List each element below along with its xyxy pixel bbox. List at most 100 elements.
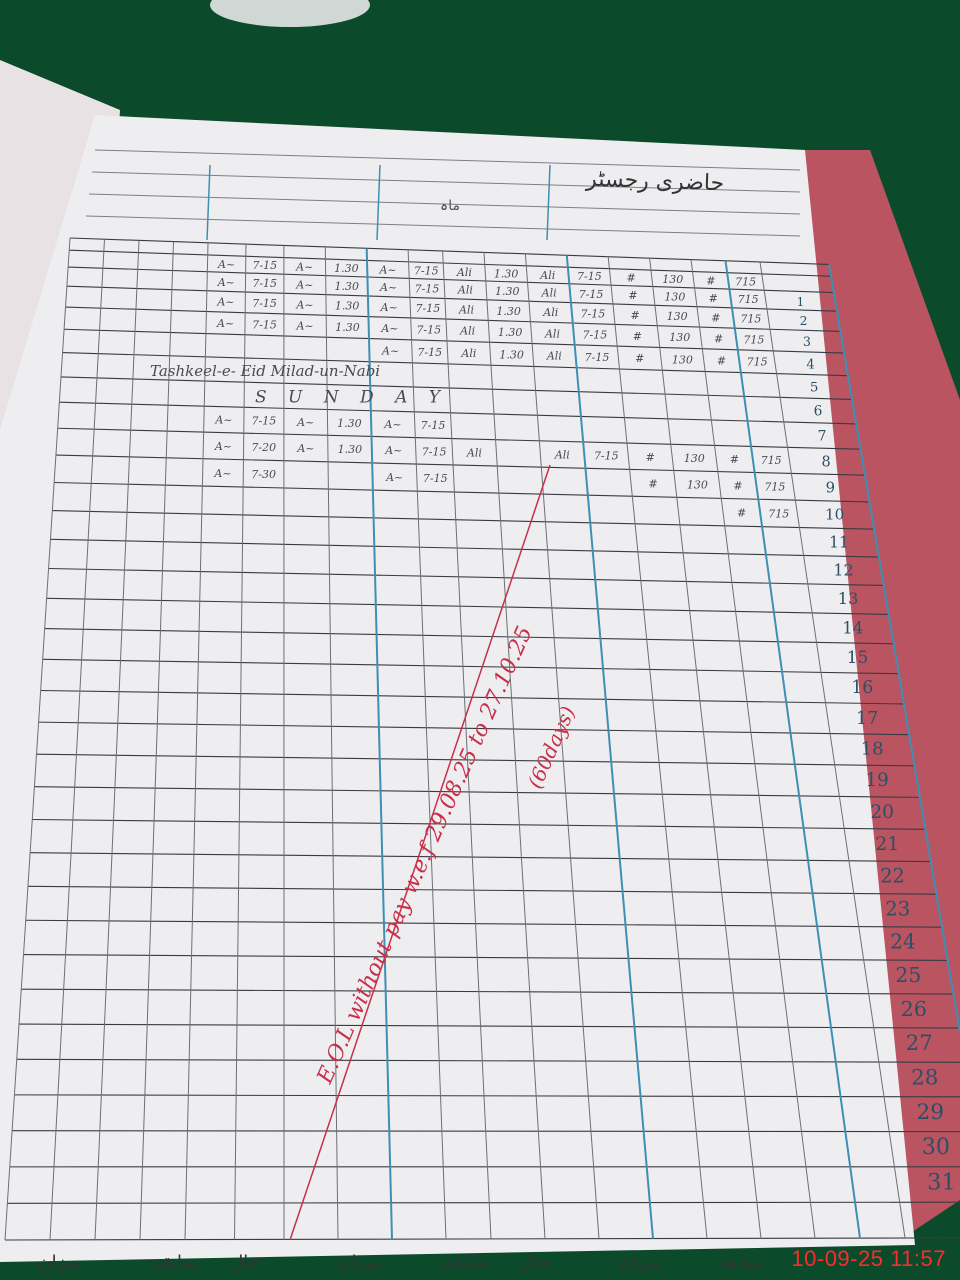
row-rule (55, 454, 865, 476)
row-rule (65, 306, 841, 333)
column-rule (442, 250, 492, 1239)
footer-label: حال (230, 1252, 260, 1273)
camera-timestamp: 10-09-25 11:57 (791, 1246, 946, 1271)
footer-label: سابقہ (717, 1252, 762, 1273)
attendance-cell: A~ (295, 261, 313, 274)
attendance-cell: A~ (380, 301, 398, 314)
attendance-cell: 1.30 (335, 300, 360, 313)
attendance-cell: A~ (217, 276, 235, 289)
day-number: 22 (880, 865, 905, 888)
attendance-cell: 715 (764, 480, 785, 493)
row-rule (57, 427, 861, 450)
column-rule (524, 253, 600, 1239)
attendance-cell: A~ (380, 322, 398, 335)
header-column-rule (376, 164, 381, 241)
attendance-cell: 7-15 (585, 351, 610, 364)
footer-label: میزان (38, 1252, 81, 1273)
day-number: 8 (822, 454, 831, 470)
day-number: 30 (922, 1134, 950, 1160)
row-rule (59, 401, 857, 425)
row-rule (36, 753, 915, 767)
attendance-cell: 1.30 (335, 321, 360, 334)
day-number: 11 (829, 533, 849, 551)
attendance-cell: 7-15 (579, 288, 604, 301)
attendance-cell: A~ (214, 414, 232, 427)
attendance-cell: A~ (213, 467, 231, 480)
attendance-cell: Ali (546, 350, 562, 363)
attendance-cell: Ali (459, 325, 475, 338)
attendance-cell: Ali (456, 266, 472, 279)
header-column-rule (206, 164, 211, 241)
attendance-cell: 130 (687, 478, 708, 491)
row-rule (64, 328, 845, 354)
attendance-cell: # (711, 311, 720, 324)
attendance-cell: 7-15 (416, 302, 441, 315)
column-rule (49, 239, 105, 1240)
column-rule (483, 252, 546, 1239)
attendance-cell: A~ (378, 263, 396, 276)
column-rule (365, 248, 393, 1240)
column-rule (234, 244, 247, 1240)
attendance-cell: 7-15 (414, 265, 439, 278)
row-rule (21, 988, 954, 995)
strike-through-line (289, 464, 551, 1241)
attendance-cell: Ali (466, 446, 482, 459)
day-number: 15 (847, 647, 869, 667)
attendance-entries: 1234567891011121314151617181920212223242… (213, 258, 955, 1196)
attendance-cell: 715 (738, 293, 759, 306)
attendance-cell: # (737, 507, 746, 520)
day-number: 24 (890, 930, 916, 954)
attendance-cell: Ali (541, 286, 557, 299)
day-number: 23 (885, 897, 910, 920)
row-rule (44, 627, 894, 645)
attendance-cell: 7-15 (252, 259, 277, 272)
day-number: 6 (814, 404, 823, 420)
attendance-cell: 1.30 (338, 443, 363, 456)
attendance-cell: 7-15 (421, 419, 446, 432)
glass-object (210, 0, 370, 27)
day-number: 31 (927, 1169, 956, 1195)
attendance-cell: # (714, 332, 723, 345)
register-header-note: ماہ (440, 198, 460, 214)
column-rule (184, 242, 209, 1240)
day-number: 2 (800, 314, 808, 328)
attendance-cell: # (730, 453, 739, 466)
footer-label: سابقہ (152, 1252, 197, 1273)
page-footer: میزان سابقہ حال میزان سابقہ حال میزان سابقہ (38, 1252, 762, 1273)
footer-label: میزان (338, 1252, 381, 1273)
day-number: 19 (865, 770, 888, 791)
attendance-cell: # (646, 451, 655, 464)
attendance-cell: # (733, 479, 742, 492)
attendance-cell: A~ (216, 317, 234, 330)
attendance-cell: 1.30 (334, 280, 359, 293)
day-number: 13 (838, 589, 859, 608)
attendance-cell: A~ (385, 471, 403, 484)
header-rule (88, 193, 801, 215)
attendance-cell: 130 (667, 310, 688, 323)
day-number: 14 (842, 618, 863, 637)
attendance-cell: A~ (216, 296, 234, 309)
attendance-cell: A~ (381, 345, 399, 358)
attendance-cell: 7-15 (577, 270, 602, 283)
attendance-cell: 715 (761, 454, 782, 467)
row-rule (50, 538, 879, 558)
attendance-cell: 7-15 (581, 307, 606, 320)
attendance-cell: 715 (740, 313, 761, 326)
row-rule (19, 1023, 960, 1029)
attendance-cell: 7-15 (416, 323, 441, 336)
day-number: 26 (901, 997, 927, 1021)
day-number: 28 (911, 1065, 938, 1090)
register-page (0, 115, 915, 1262)
attendance-cell: Ali (544, 327, 560, 340)
attendance-cell: 7-15 (415, 282, 440, 295)
holiday-note: Tashkeel-e- Eid Milad-un-Nabi (150, 362, 380, 380)
attendance-cell: 7-20 (251, 441, 276, 454)
day-number: 27 (906, 1030, 933, 1055)
row-rule (62, 352, 849, 377)
column-rule (407, 249, 447, 1240)
attendance-cell: 1.30 (337, 417, 362, 430)
row-rule (32, 818, 926, 830)
column-rule (4, 237, 71, 1241)
attendance-cell: A~ (295, 298, 313, 311)
row-rule (27, 885, 937, 895)
